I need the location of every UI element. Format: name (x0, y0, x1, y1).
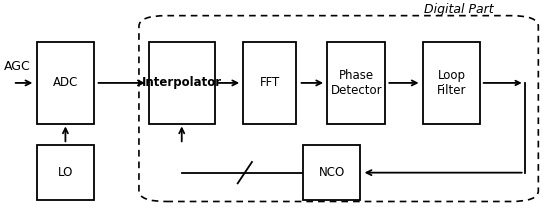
FancyBboxPatch shape (302, 145, 360, 200)
Text: FFT: FFT (260, 77, 279, 89)
Text: AGC: AGC (3, 60, 30, 73)
FancyBboxPatch shape (149, 42, 214, 124)
FancyBboxPatch shape (244, 42, 295, 124)
FancyBboxPatch shape (37, 42, 94, 124)
Text: Interpolator: Interpolator (142, 77, 222, 89)
Text: ADC: ADC (53, 77, 78, 89)
FancyBboxPatch shape (423, 42, 481, 124)
Text: Loop
Filter: Loop Filter (437, 69, 466, 97)
FancyBboxPatch shape (37, 145, 94, 200)
Text: Phase
Detector: Phase Detector (331, 69, 382, 97)
Text: NCO: NCO (318, 166, 345, 179)
Text: LO: LO (58, 166, 73, 179)
Text: Digital Part: Digital Part (424, 3, 493, 16)
FancyBboxPatch shape (327, 42, 385, 124)
